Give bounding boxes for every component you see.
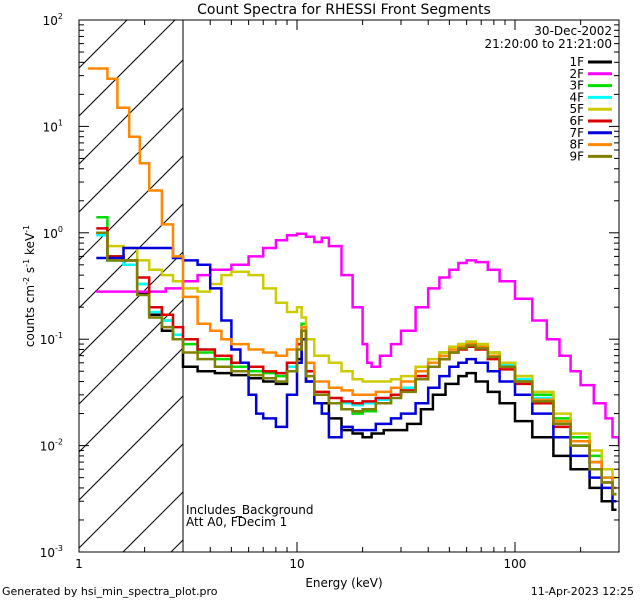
hatch-line [79,20,80,21]
hatch-line [79,347,184,453]
hatch-line [79,299,184,405]
legend-date: 30-Dec-2002 [534,24,612,38]
legend-label-6F: 6F [569,114,584,128]
series-2F [96,232,619,447]
hatch-line [79,395,184,501]
hatch-line [79,443,184,549]
hatch-line [79,20,128,69]
hatched-region [79,20,184,552]
series-9F [96,231,617,496]
y-axis-label: counts cm-2 s-1 keV-1 [22,225,37,347]
legend-label-3F: 3F [569,79,584,93]
hatch-line [122,491,184,552]
legend-label-1F: 1F [569,55,584,69]
hatch-lines [79,20,184,552]
y-tick-label: 10-1 [40,331,63,347]
y-tick-label: 10-3 [40,544,63,560]
legend-label-5F: 5F [569,102,584,116]
ylabel-sup3: -1 [22,225,31,233]
annotation-background: Includes_Background [186,503,314,517]
x-tick-label: 100 [504,557,527,571]
axis-ticks: 1 10 100 10-3 10-2 10-1 100 101 102 [40,12,620,571]
footer-timestamp: 11-Apr-2023 12:25 [530,585,634,598]
legend-time-range: 21:20:00 to 21:21:00 [485,37,612,51]
hatch-line [79,59,184,165]
ylabel-sup2: -1 [22,259,31,267]
x-axis-label: Energy (keV) [305,576,382,590]
series-group [88,67,619,511]
legend-label-9F: 9F [569,149,584,163]
hatch-line [79,20,176,117]
y-tick-label: 101 [43,118,63,134]
x-tick-label: 1 [75,557,83,571]
ylabel-main: counts cm [23,285,37,347]
series-4F [96,233,617,490]
x-tick-label: 10 [289,557,304,571]
footer-generated-by: Generated by hsi_min_spectra_plot.pro [2,585,218,598]
legend-label-7F: 7F [569,126,584,140]
series-7F [96,246,617,503]
ylabel-sup1: -2 [22,277,31,285]
plot-frame [78,19,620,553]
hatch-line [79,107,184,213]
series-6F [96,227,617,496]
y-tick-label: 102 [43,12,63,28]
y-tick-label: 10-2 [40,438,63,454]
series-5F [96,231,617,479]
chart-title: Count Spectra for RHESSI Front Segments [197,2,491,18]
series-1F [96,231,617,511]
legend-label-2F: 2F [569,67,584,81]
hatch-line [79,203,184,309]
y-tick-label: 100 [43,225,63,241]
hatch-line [79,155,184,261]
ylabel-end: keV [23,232,37,259]
ylabel-mid: s [23,267,37,277]
legend-label-4F: 4F [569,90,584,104]
legend-label-8F: 8F [569,138,584,152]
annotation-attenuator: Att A0, FDecim 1 [186,515,287,529]
